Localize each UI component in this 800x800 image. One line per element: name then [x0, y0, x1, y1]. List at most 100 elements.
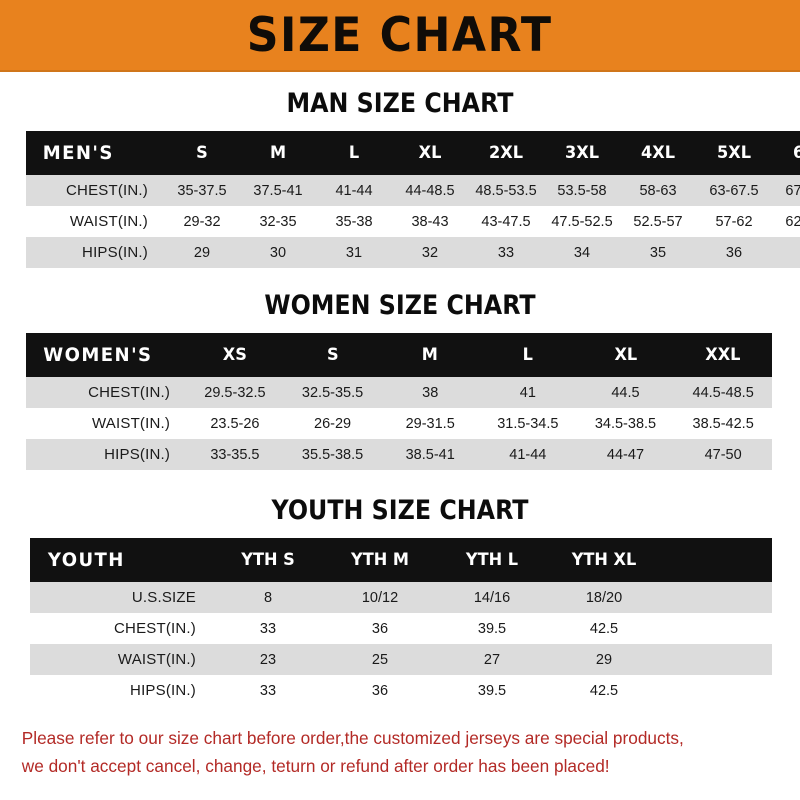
row-spacer — [660, 613, 772, 644]
footer-line-2: we don't accept cancel, change, teturn o… — [21, 756, 610, 777]
table-cell: 53.5-58 — [557, 182, 607, 199]
table-cell: 44.5-48.5 — [692, 384, 754, 401]
row-label: WAIST(IN.) — [69, 213, 148, 230]
table-cell: 41 — [519, 384, 536, 401]
table-cell: 33 — [259, 682, 277, 699]
women-col-header: XL — [614, 345, 637, 365]
women-corner-label: WOMEN'S — [43, 344, 153, 366]
row-spacer — [660, 675, 772, 706]
youth-table-body: U.S.SIZE 8 10/12 14/16 18/20 CHEST(IN.) … — [30, 582, 772, 706]
row-label: HIPS(IN.) — [104, 446, 171, 463]
table-cell: 35.5-38.5 — [301, 446, 364, 463]
table-cell: 10/12 — [361, 589, 399, 606]
table-cell: 36 — [371, 682, 389, 699]
man-table-head: MEN'S S M L XL 2XL 3XL 4XL 5XL 6XL — [26, 131, 800, 175]
table-cell: 44-48.5 — [405, 182, 455, 199]
table-row: WAIST(IN.) 23.5-26 26-29 29-31.5 31.5-34… — [26, 408, 772, 439]
table-cell: 43-47.5 — [481, 213, 531, 230]
man-col-header: 2XL — [489, 143, 523, 163]
row-label: U.S.SIZE — [131, 589, 196, 606]
table-cell: 26-29 — [314, 415, 352, 432]
row-label: WAIST(IN.) — [91, 415, 171, 432]
youth-table-head: YOUTH YTH S YTH M YTH L YTH XL — [30, 538, 772, 582]
table-cell: 33-35.5 — [210, 446, 260, 463]
table-cell: 23.5-26 — [210, 415, 260, 432]
table-cell: 38 — [422, 384, 439, 401]
table-cell: 32-35 — [259, 213, 297, 230]
row-spacer — [660, 644, 772, 675]
row-label: CHEST(IN.) — [114, 620, 196, 637]
man-size-table: MEN'S S M L XL 2XL 3XL 4XL 5XL 6XL CHEST… — [26, 131, 800, 268]
table-cell: 42.5 — [589, 682, 619, 699]
man-corner-label: MEN'S — [42, 142, 114, 164]
youth-table-wrap: YOUTH YTH S YTH M YTH L YTH XL U.S.SIZE … — [0, 538, 800, 706]
man-col-header: 4XL — [641, 143, 675, 163]
table-row: WAIST(IN.) 29-32 32-35 35-38 38-43 43-47… — [26, 206, 800, 237]
youth-header-row: YOUTH YTH S YTH M YTH L YTH XL — [30, 538, 772, 582]
table-cell: 44-47 — [606, 446, 645, 463]
table-cell: 29-32 — [183, 213, 221, 230]
table-cell: 47.5-52.5 — [551, 213, 613, 230]
row-label: WAIST(IN.) — [117, 651, 196, 668]
youth-size-table: YOUTH YTH S YTH M YTH L YTH XL U.S.SIZE … — [30, 538, 772, 706]
row-spacer — [660, 582, 772, 613]
table-cell: 8 — [263, 589, 273, 606]
table-cell: 67.5-72 — [785, 182, 800, 199]
table-cell: 63-67.5 — [709, 182, 759, 199]
table-cell: 29-31.5 — [405, 415, 455, 432]
women-table-wrap: WOMEN'S XS S M L XL XXL CHEST(IN.) 29.5-… — [0, 333, 800, 470]
table-cell: 34.5-38.5 — [594, 415, 657, 432]
women-col-header: S — [326, 345, 339, 365]
women-col-header: XS — [222, 345, 247, 365]
table-row: CHEST(IN.) 29.5-32.5 32.5-35.5 38 41 44.… — [26, 377, 772, 408]
table-cell: 42.5 — [589, 620, 619, 637]
table-cell: 38.5-42.5 — [692, 415, 754, 432]
man-table-body: CHEST(IN.) 35-37.5 37.5-41 41-44 44-48.5… — [26, 175, 800, 268]
table-cell: 31.5-34.5 — [497, 415, 559, 432]
table-cell: 35-38 — [335, 213, 373, 230]
footer-line-1: Please refer to our size chart before or… — [21, 728, 684, 748]
women-table-head: WOMEN'S XS S M L XL XXL — [26, 333, 772, 377]
table-cell: 41-44 — [335, 182, 373, 199]
footer-disclaimer: Please refer to our size chart before or… — [6, 724, 794, 781]
man-header-row: MEN'S S M L XL 2XL 3XL 4XL 5XL 6XL — [26, 131, 800, 175]
table-row: HIPS(IN.) 29 30 31 32 33 34 35 36 37 — [26, 237, 800, 268]
women-col-header: XXL — [705, 345, 741, 365]
man-col-header: M — [269, 143, 287, 163]
table-cell: 36 — [725, 244, 743, 261]
table-cell: 14/16 — [473, 589, 511, 606]
row-label: HIPS(IN.) — [82, 244, 148, 261]
table-cell: 32.5-35.5 — [301, 384, 364, 401]
man-col-header: 5XL — [717, 143, 751, 163]
youth-header-spacer — [663, 538, 769, 582]
table-cell: 37.5-41 — [253, 182, 303, 199]
youth-col-header: YTH L — [465, 550, 519, 570]
women-size-table: WOMEN'S XS S M L XL XXL CHEST(IN.) 29.5-… — [26, 333, 772, 470]
table-cell: 41-44 — [509, 446, 547, 463]
man-col-header: XL — [418, 143, 442, 163]
man-col-header: L — [348, 143, 360, 163]
row-label: CHEST(IN.) — [66, 182, 148, 199]
page-title: SIZE CHART — [247, 7, 553, 63]
table-cell: 25 — [371, 651, 389, 668]
table-cell: 35-37.5 — [177, 182, 227, 199]
table-cell: 38-43 — [411, 213, 449, 230]
table-cell: 44.5 — [611, 384, 640, 401]
row-label: CHEST(IN.) — [88, 384, 171, 401]
table-cell: 18/20 — [585, 589, 623, 606]
table-cell: 48.5-53.5 — [475, 182, 537, 199]
table-cell: 57-62 — [715, 213, 753, 230]
table-row: CHEST(IN.) 33 36 39.5 42.5 — [30, 613, 772, 644]
table-row: U.S.SIZE 8 10/12 14/16 18/20 — [30, 582, 772, 613]
table-cell: 37 — [772, 237, 800, 268]
youth-col-header: YTH M — [351, 550, 409, 570]
youth-corner-label: YOUTH — [47, 549, 125, 571]
table-cell: 29 — [193, 244, 211, 261]
table-cell: 52.5-57 — [633, 213, 683, 230]
man-table-wrap: MEN'S S M L XL 2XL 3XL 4XL 5XL 6XL CHEST… — [0, 131, 800, 268]
women-section-title: WOMEN SIZE CHART — [264, 290, 536, 321]
youth-col-header: YTH S — [241, 550, 295, 570]
man-col-header: 6XL — [774, 131, 800, 175]
youth-section-title: YOUTH SIZE CHART — [271, 495, 529, 526]
